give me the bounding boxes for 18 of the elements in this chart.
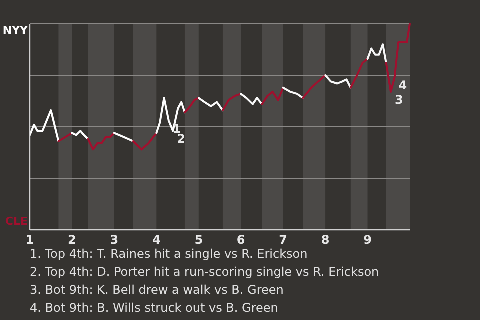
x-tick-label: 9	[364, 233, 372, 247]
x-tick-label: 5	[194, 233, 204, 247]
x-tick-label: 7	[279, 233, 288, 247]
x-tick-label: 4	[152, 233, 161, 247]
text: 1. Top 4th: T. Raines hit a single vs R. Erickson	[30, 247, 308, 261]
x-tick-label: 8	[321, 233, 330, 247]
annotation: 3	[395, 92, 404, 107]
text: 3. Bot 9th: K. Bell drew a walk vs B. Green	[30, 283, 284, 297]
x-tick-label: 6	[236, 233, 246, 247]
x-tick-label: 1	[26, 233, 34, 247]
annotation: 2	[177, 132, 186, 146]
text: 4. Bot 9th: B. Wills struck out vs B. Green	[30, 301, 278, 315]
text: 2. Top 4th: D. Porter hit a run-scoring single vs R. Erickson	[30, 265, 380, 279]
annotation: 4	[398, 78, 408, 93]
x-tick-label: 3	[110, 233, 119, 247]
text: NYY	[2, 24, 30, 37]
x-tick-label: 2	[68, 233, 76, 247]
text: CLE	[5, 215, 28, 228]
